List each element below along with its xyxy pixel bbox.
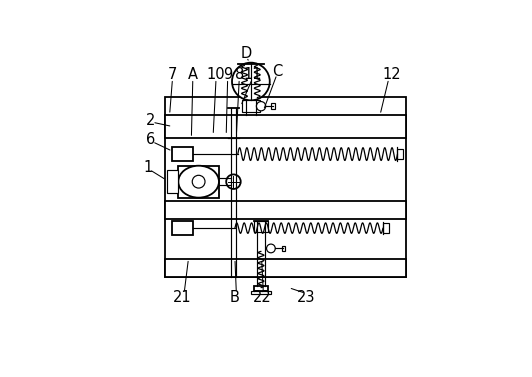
Ellipse shape [178,166,219,198]
Text: 11: 11 [243,67,262,82]
Text: 23: 23 [297,290,315,305]
Bar [271,103,275,109]
Text: 22: 22 [253,290,272,305]
Bar [281,245,285,251]
Bar [383,224,389,233]
Bar [172,221,193,234]
Bar [165,259,406,277]
Circle shape [226,175,240,189]
Text: A: A [188,67,198,82]
Text: 7: 7 [168,67,177,82]
Bar [165,98,406,277]
Text: 9: 9 [223,67,232,82]
Circle shape [267,244,275,253]
Circle shape [192,175,205,188]
Bar [165,201,406,219]
Bar [242,100,260,112]
Bar [178,166,219,198]
Bar [254,221,268,233]
Text: 12: 12 [383,67,401,82]
Circle shape [256,101,265,111]
Text: 1: 1 [143,160,153,175]
Text: D: D [241,46,252,61]
Text: 2: 2 [146,113,155,128]
Circle shape [232,63,270,100]
Bar [172,147,193,161]
Text: 10: 10 [207,67,226,82]
Text: B: B [230,290,240,305]
Bar [251,291,271,294]
Text: C: C [272,64,282,79]
Bar [167,170,178,193]
Text: 21: 21 [173,290,192,305]
Text: 8: 8 [235,67,244,82]
Bar [165,115,406,138]
Bar [397,149,403,159]
Text: 6: 6 [146,132,155,147]
Bar [254,286,268,291]
